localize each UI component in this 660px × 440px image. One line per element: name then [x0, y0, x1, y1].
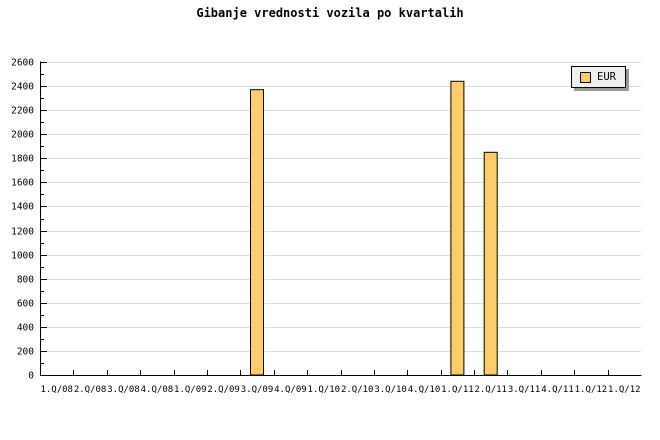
x-tick-label: 3.Q/08 [107, 385, 140, 395]
x-tick-label: 1.Q/12 [575, 385, 608, 395]
y-tick-label: 200 [17, 347, 34, 358]
y-tick-label: 1600 [11, 178, 34, 189]
y-tick-label: 2600 [11, 58, 34, 69]
x-tick-label: 1.Q/10 [308, 385, 341, 395]
y-tick-label: 1800 [11, 154, 34, 165]
x-tick-label: 4.Q/08 [141, 385, 174, 395]
legend-swatch-eur [580, 71, 591, 83]
x-tick-label: 1.Q/09 [174, 385, 207, 395]
x-tick-label: 2.Q/11 [474, 385, 507, 395]
x-tick-label: 4.Q/11 [541, 385, 574, 395]
x-tick-label: 1.Q/11 [441, 385, 474, 395]
bar-2.Q/11 [483, 151, 498, 376]
x-tick-label: 4.Q/10 [408, 385, 441, 395]
x-tick-label: 2.Q/09 [207, 385, 240, 395]
y-tick-label: 2000 [11, 130, 34, 141]
x-tick-label: 1.Q/12 [608, 385, 641, 395]
y-tick-label: 1400 [11, 202, 34, 213]
bar-3.Q/09 [250, 89, 264, 376]
chart-title: Gibanje vrednosti vozila po kvartalih [196, 6, 464, 20]
y-tick-label: 1000 [11, 251, 34, 262]
y-tick-label: 600 [17, 299, 34, 310]
bar-1.Q/11 [450, 80, 465, 376]
x-tick-label: 3.Q/10 [374, 385, 407, 395]
x-tick-label: 1.Q/08 [40, 385, 73, 395]
legend-label: EUR [597, 70, 616, 83]
legend: EUR [571, 66, 626, 88]
x-tick-label: 3.Q/09 [241, 385, 274, 395]
y-tick-label: 1200 [11, 227, 34, 238]
x-tick-label: 3.Q/11 [508, 385, 541, 395]
y-tick-label: 0 [28, 371, 34, 382]
y-tick-label: 2400 [11, 82, 34, 93]
y-tick-label: 800 [17, 275, 34, 286]
y-tick-label: 2200 [11, 106, 34, 117]
x-tick-label: 2.Q/08 [74, 385, 107, 395]
x-tick-label: 2.Q/10 [341, 385, 374, 395]
x-tick-label: 4.Q/09 [274, 385, 307, 395]
y-tick-label: 400 [17, 323, 34, 334]
